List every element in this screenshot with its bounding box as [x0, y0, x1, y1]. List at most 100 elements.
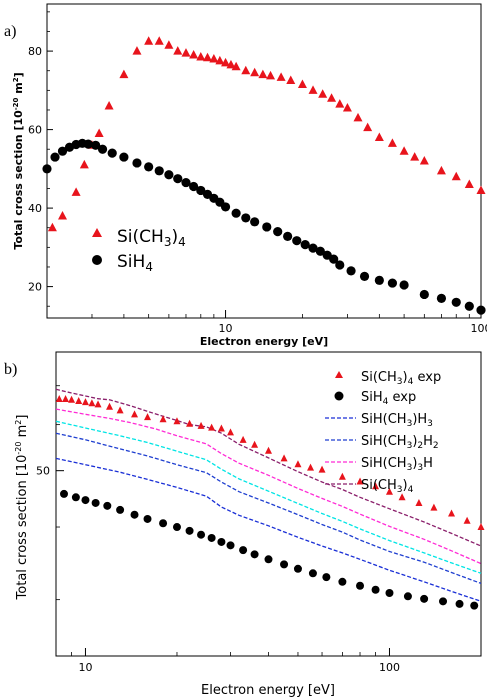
a-x-tick-label: 10	[219, 322, 233, 335]
b-tmsi-exp-point	[430, 503, 438, 511]
b-sih4-exp-point	[356, 581, 365, 590]
b-model-line-sih_ch3_3_h	[55, 408, 482, 565]
a-sih4-point	[436, 293, 447, 303]
b-sih4-exp-point	[143, 514, 152, 523]
a-sih4-point	[189, 181, 199, 192]
b-tmsi-exp-point	[217, 424, 225, 432]
legend-b-sih4-exp-label: SiH4 exp	[361, 390, 416, 407]
b-sih4-exp-point	[455, 599, 464, 608]
a-tmsi-point	[464, 179, 474, 189]
b-sih4-exp-point	[420, 594, 429, 603]
b-tmsi-exp-point	[280, 454, 288, 462]
a-sih4-point	[231, 208, 241, 218]
b-tmsi-exp-point	[55, 395, 63, 403]
a-tmsi-point	[327, 93, 337, 102]
a-sih4-point	[335, 260, 345, 270]
a-tmsi-point	[226, 59, 236, 69]
b-sih4-exp-point	[308, 569, 317, 578]
b-tmsi-exp-point	[385, 487, 393, 495]
b-sih4-exp-point	[338, 577, 347, 586]
b-tmsi-exp-point	[144, 413, 152, 421]
a-sih4-point	[374, 275, 384, 285]
b-model-line-cyan	[55, 420, 482, 574]
legend-b-sih4-exp-marker	[334, 391, 344, 401]
b-tmsi-exp-point	[251, 440, 259, 448]
b-sih4-exp-point	[250, 550, 259, 559]
legend-a-tmsi-marker	[92, 228, 102, 237]
a-sih4-point	[57, 146, 68, 156]
a-sih4-point	[464, 301, 474, 311]
legend-a-sih4-marker	[92, 255, 102, 265]
a-tmsi-point	[209, 53, 219, 63]
a-tmsi-point	[266, 70, 276, 80]
b-tmsi-exp-point	[81, 398, 89, 406]
a-tmsi-point	[286, 75, 296, 85]
b-sih4-exp-point	[197, 530, 206, 539]
a-tmsi-point	[181, 48, 191, 57]
a-tmsi-point	[451, 171, 461, 181]
a-tmsi-point	[436, 165, 446, 175]
b-sih4-exp-point	[439, 597, 448, 606]
a-sih4-point	[346, 266, 356, 276]
a-sih4-point	[315, 246, 325, 256]
b-model-line-sih_ch3_h3	[55, 457, 482, 602]
b-sih4-exp-point	[116, 505, 125, 514]
a-sih4-point	[292, 236, 302, 246]
a-tmsi-point	[47, 222, 57, 232]
b-tmsi-exp-point	[415, 498, 423, 506]
a-tmsi-point	[241, 65, 251, 75]
legend-b-line3-label: SiH(CH3)3H	[361, 456, 433, 473]
a-sih4-point	[451, 297, 461, 307]
b-x-tick-label: 10	[78, 661, 92, 674]
b-tmsi-exp-point	[265, 446, 272, 454]
a-sih4-point	[132, 158, 142, 168]
a-sih4-point	[283, 231, 293, 241]
b-sih4-exp-point	[322, 573, 331, 582]
b-sih4-exp-point	[385, 589, 394, 598]
b-sih4-exp-point	[103, 501, 112, 510]
b-tmsi-exp-point	[372, 482, 380, 490]
a-sih4-point	[144, 162, 154, 172]
a-sih4-point	[196, 185, 206, 196]
a-sih4-point	[107, 148, 117, 158]
panel-b-xlabel: Electron energy [eV]	[201, 683, 335, 698]
a-tmsi-point	[196, 51, 206, 61]
a-tmsi-point	[308, 85, 318, 94]
a-sih4-point	[308, 243, 318, 253]
a-y-tick-label: 60	[28, 124, 42, 137]
a-sih4-point	[173, 174, 183, 184]
b-tmsi-exp-point	[106, 402, 114, 410]
a-tmsi-point	[231, 61, 241, 71]
a-sih4-point	[83, 139, 93, 149]
a-y-tick-label: 80	[28, 45, 42, 58]
b-tmsi-exp-point	[294, 460, 302, 468]
a-sih4-point	[164, 170, 174, 180]
panel-a-legend: Si(CH3)4 SiH4	[92, 227, 186, 274]
legend-b-line1-label: SiH(CH3)H3	[361, 412, 433, 429]
b-sih4-exp-point	[264, 555, 273, 564]
panel-b-marks	[55, 388, 485, 610]
b-sih4-exp-point	[185, 526, 194, 535]
b-sih4-exp-point	[81, 496, 90, 505]
b-sih4-exp-point	[91, 498, 100, 507]
legend-b-line4-label: Si(CH3)4	[361, 478, 414, 495]
legend-a-tmsi-label: Si(CH3)4	[117, 227, 186, 249]
panel-a-frame	[46, 3, 482, 319]
a-tmsi-point	[387, 138, 397, 147]
b-tmsi-exp-point	[173, 417, 181, 425]
a-tmsi-point	[58, 210, 68, 220]
b-tmsi-exp-point	[197, 421, 205, 429]
a-y-tick-label: 20	[28, 281, 42, 294]
b-tmsi-exp-point	[131, 410, 139, 418]
b-tmsi-exp-point	[68, 395, 76, 403]
a-tmsi-point	[374, 132, 384, 141]
b-tmsi-exp-point	[88, 399, 96, 407]
b-tmsi-exp-point	[338, 472, 346, 480]
a-sih4-point	[250, 217, 260, 227]
legend-b-line2-label: SiH(CH3)2H2	[361, 434, 439, 451]
a-tmsi-point	[203, 52, 213, 62]
panel-a-label: a)	[4, 23, 16, 40]
b-tmsi-exp-point	[62, 395, 70, 403]
a-tmsi-point	[215, 55, 225, 65]
a-tmsi-point	[276, 72, 286, 81]
